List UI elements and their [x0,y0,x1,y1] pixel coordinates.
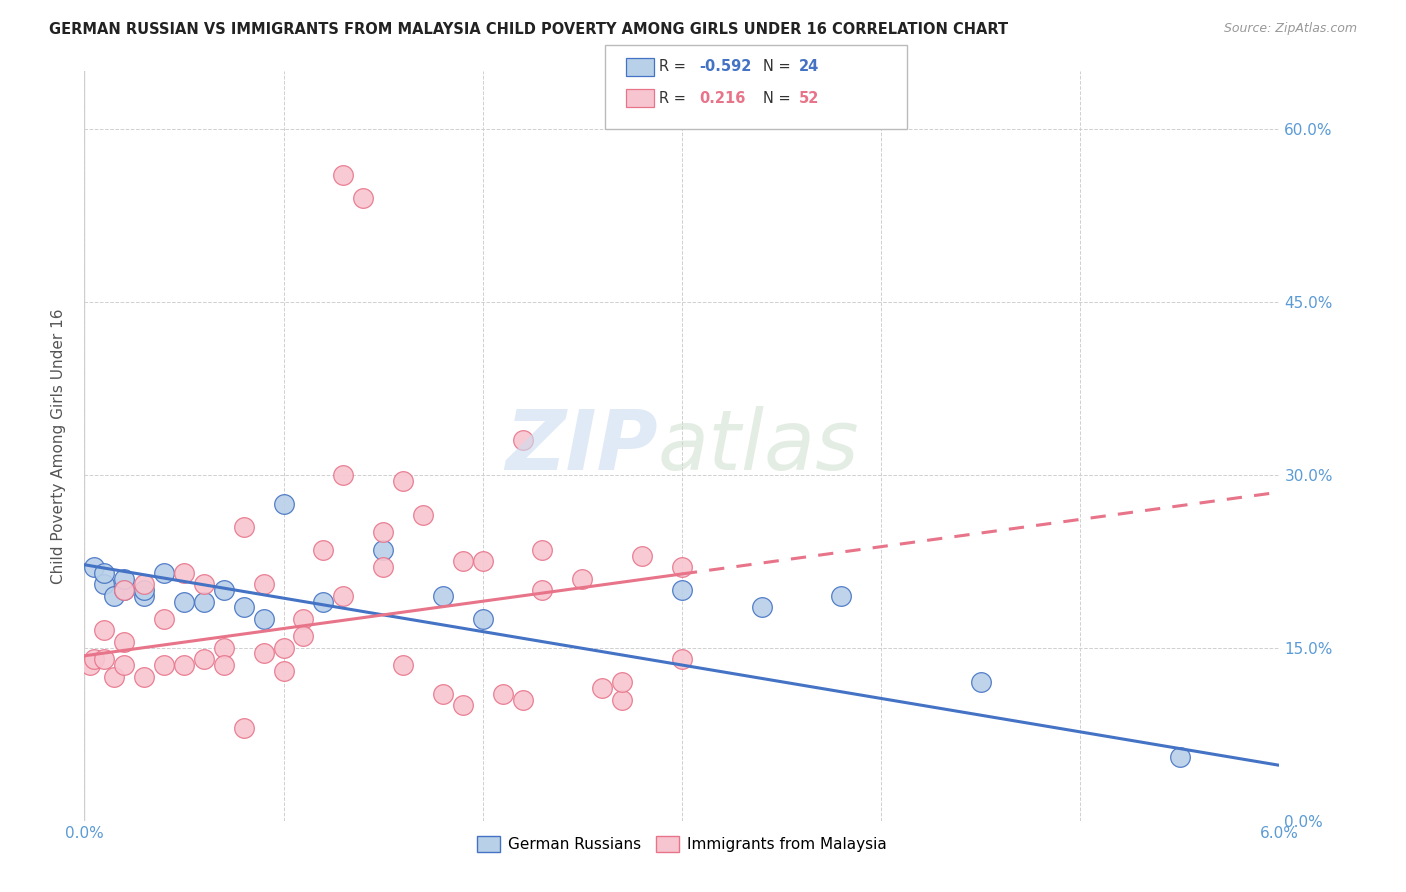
Point [173,658,195,673]
Text: R =: R = [659,91,690,105]
Point [312,594,335,608]
Point [471,612,494,626]
Point [392,658,415,673]
Point [631,549,654,563]
Point [212,640,235,655]
Point [103,669,125,683]
Point [253,577,276,591]
Legend: German Russians, Immigrants from Malaysia: German Russians, Immigrants from Malaysi… [471,830,893,858]
Text: -0.592: -0.592 [699,60,751,74]
Point [312,542,335,557]
Point [512,434,534,448]
Point [193,652,215,666]
Point [153,566,176,580]
Point [153,612,176,626]
Point [93,577,115,591]
Point [132,589,156,603]
Point [451,698,474,713]
Point [193,594,215,608]
Point [273,497,295,511]
Point [392,474,415,488]
Point [671,560,693,574]
Point [432,687,454,701]
Point [352,191,374,205]
Point [83,560,105,574]
Point [132,583,156,598]
Point [1168,750,1191,764]
Point [531,583,554,598]
Text: R =: R = [659,60,690,74]
Point [132,669,156,683]
Point [112,583,135,598]
Point [112,658,135,673]
Point [591,681,613,695]
Point [373,525,395,540]
Text: N =: N = [763,91,796,105]
Point [83,652,105,666]
Text: N =: N = [763,60,796,74]
Point [531,542,554,557]
Point [103,589,125,603]
Text: 0.216: 0.216 [699,91,745,105]
Point [612,692,634,706]
Point [253,647,276,661]
Point [373,560,395,574]
Point [332,589,354,603]
Point [373,542,395,557]
Point [253,612,276,626]
Point [112,572,135,586]
Point [93,566,115,580]
Point [79,658,101,673]
Point [132,577,156,591]
Point [412,508,434,523]
Text: 24: 24 [799,60,818,74]
Point [173,566,195,580]
Point [112,583,135,598]
Point [671,583,693,598]
Y-axis label: Child Poverty Among Girls Under 16: Child Poverty Among Girls Under 16 [51,309,66,583]
Point [432,589,454,603]
Point [332,467,354,482]
Text: GERMAN RUSSIAN VS IMMIGRANTS FROM MALAYSIA CHILD POVERTY AMONG GIRLS UNDER 16 CO: GERMAN RUSSIAN VS IMMIGRANTS FROM MALAYS… [49,22,1008,37]
Text: atlas: atlas [658,406,859,486]
Point [273,640,295,655]
Text: ZIP: ZIP [505,406,658,486]
Point [612,675,634,690]
Point [471,554,494,568]
Point [193,577,215,591]
Text: 52: 52 [799,91,818,105]
Point [332,168,354,182]
Point [93,652,115,666]
Text: Source: ZipAtlas.com: Source: ZipAtlas.com [1223,22,1357,36]
Point [232,519,254,533]
Point [232,722,254,736]
Point [830,589,852,603]
Point [671,652,693,666]
Point [212,583,235,598]
Point [153,658,176,673]
Point [970,675,993,690]
Point [212,658,235,673]
Point [292,629,315,643]
Point [492,687,515,701]
Point [751,600,773,615]
Point [512,692,534,706]
Point [112,635,135,649]
Point [273,664,295,678]
Point [451,554,474,568]
Point [571,572,593,586]
Point [173,594,195,608]
Point [292,612,315,626]
Point [232,600,254,615]
Point [93,624,115,638]
